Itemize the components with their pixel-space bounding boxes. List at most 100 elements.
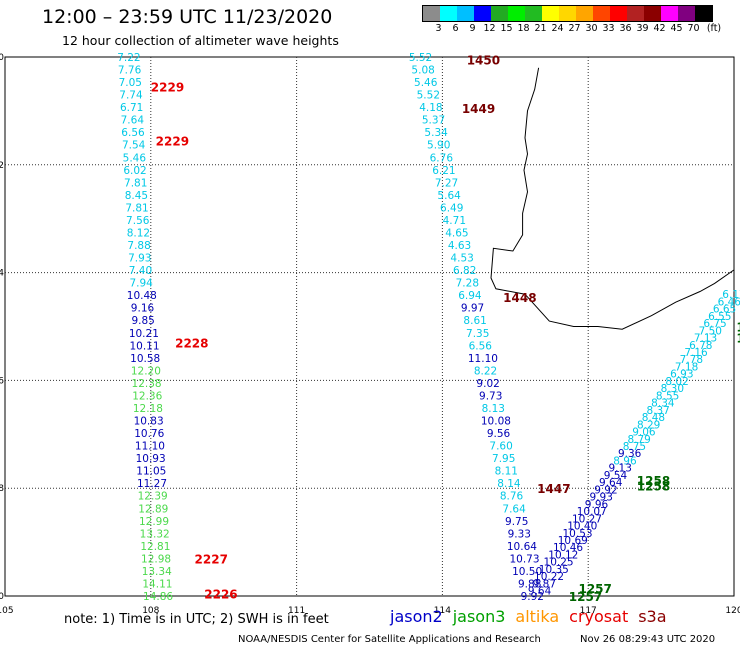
wave-height-value: 9.64 (599, 477, 623, 489)
wave-height-value: 6.71 (120, 102, 143, 114)
wave-height-value: 7.81 (124, 177, 147, 189)
colorbar-swatch (525, 6, 542, 21)
wave-height-value: 7.05 (119, 77, 142, 89)
wave-height-value: 5.52 (417, 90, 440, 102)
wave-height-value: 8.75 (623, 441, 646, 453)
lat-tick-label: -32 (0, 161, 4, 171)
wave-height-value: 12.20 (131, 365, 161, 377)
wave-height-value: 9.16 (131, 303, 155, 315)
wave-height-value: 7.60 (489, 441, 512, 453)
wave-height-value: 9.56 (487, 428, 511, 440)
wave-height-value: 7.95 (492, 453, 515, 465)
colorbar-swatch (610, 6, 627, 21)
pass-time-label: 1258 (637, 474, 670, 488)
wave-height-value: 10.40 (567, 521, 597, 533)
colorbar-label: 39 (636, 23, 649, 34)
colorbar-label: 6 (452, 23, 459, 34)
wave-height-value: 9.02 (476, 378, 499, 390)
colorbar-swatch (695, 6, 712, 21)
lat-tick-label: -34 (0, 269, 4, 279)
wave-height-value: 9.97 (461, 303, 484, 315)
wave-height-value: 7.13 (694, 333, 717, 345)
colorbar-label: 30 (585, 23, 598, 34)
colorbar-swatch (559, 6, 576, 21)
wave-height-value: 10.83 (134, 416, 164, 428)
wave-height-value: 4.63 (448, 240, 471, 252)
wave-height-value: 5.46 (414, 77, 438, 89)
wave-height-value: 10.07 (577, 506, 607, 518)
wave-height-value: 10.21 (129, 328, 159, 340)
wave-height-value: 4.65 (445, 227, 468, 239)
wave-height-value: 6.17 (722, 289, 740, 301)
wave-height-value: 10.27 (572, 513, 602, 525)
wave-height-value: 9.85 (131, 315, 154, 327)
wave-height-value: 5.64 (437, 190, 461, 202)
colorbar-swatch (457, 6, 474, 21)
map-border (4, 56, 735, 597)
wave-height-value: 8.37 (646, 405, 669, 417)
wave-height-value: 10.46 (553, 542, 583, 554)
colorbar-swatch (678, 6, 695, 21)
wave-height-value: 11.10 (135, 441, 165, 453)
pass-time-label: 1450 (467, 54, 500, 68)
wave-height-value: 10.69 (558, 535, 588, 547)
pass-time-label: 2226 (204, 587, 237, 601)
lat-tick-label: -38 (0, 484, 4, 494)
colorbar-swatch (644, 6, 661, 21)
lon-tick-label: 114 (434, 606, 451, 616)
wave-height-value: 8.45 (125, 190, 148, 202)
colorbar-swatch (593, 6, 610, 21)
colorbar-label: 21 (534, 23, 547, 34)
colorbar-label: 9 (469, 23, 476, 34)
colorbar-swatch (440, 6, 457, 21)
wave-height-value: 13.32 (140, 528, 170, 540)
wave-height-value: 10.93 (136, 453, 166, 465)
wave-height-value: 6.49 (440, 202, 463, 214)
coastline-path (490, 67, 735, 330)
satellite-legend: jason2 jason3 altika cryosat s3a (390, 607, 677, 626)
wave-height-value: 8.79 (627, 434, 650, 446)
pass-time-label: 125 (736, 331, 740, 345)
satellite-track: 5.525.085.465.524.185.375.345.906.766.21… (409, 52, 544, 603)
wave-height-value: 7.22 (117, 52, 140, 64)
wave-height-value: 6.02 (123, 165, 146, 177)
pass-time-label: 2229 (156, 135, 189, 149)
pass-time-label: 1449 (462, 102, 495, 116)
wave-height-value: 9.54 (604, 470, 628, 482)
pass-time-label: 125 (736, 321, 740, 335)
wave-height-value: 7.40 (129, 265, 152, 277)
wave-height-value: 8.02 (665, 376, 688, 388)
wave-height-value: 7.88 (127, 240, 150, 252)
colorbar-swatch (423, 6, 440, 21)
wave-height-value: 9.92 (594, 484, 617, 496)
wave-height-value: 9.73 (479, 390, 502, 402)
colorbar-label: 12 (483, 23, 496, 34)
colorbar-label: 45 (670, 23, 683, 34)
wave-height-value: 5.37 (422, 115, 445, 127)
wave-height-value: 8.29 (637, 419, 660, 431)
wave-height-value: 7.74 (119, 90, 143, 102)
colorbar-swatch (661, 6, 678, 21)
wave-height-value: 7.93 (128, 253, 151, 265)
colorbar-label: 42 (653, 23, 666, 34)
wave-height-value: 6.46 (718, 296, 740, 308)
colorbar-label: 15 (500, 23, 513, 34)
wave-height-value: 7.81 (125, 202, 148, 214)
colorbar-swatch (576, 6, 593, 21)
lat-tick-label: -36 (0, 376, 4, 386)
colorbar-label: 70 (687, 23, 700, 34)
wave-height-value: 12.18 (133, 403, 163, 415)
wave-height-value: 7.54 (122, 140, 146, 152)
lon-tick-label: 111 (288, 606, 305, 616)
wave-height-value: 6.65 (713, 304, 736, 316)
colorbar-label: 24 (551, 23, 564, 34)
satellite-tracks: 7.227.767.057.746.717.646.567.545.466.02… (117, 52, 740, 603)
wave-height-value: 8.55 (656, 390, 679, 402)
pass-time-label: 2229 (151, 81, 184, 95)
time-labels: 2229222922282227222614501449144814471258… (151, 54, 740, 604)
wave-height-value: 11.10 (468, 353, 498, 365)
wave-height-value: 8.76 (500, 491, 524, 503)
wave-height-value: 10.12 (548, 549, 578, 561)
wave-height-value: 6.78 (689, 340, 712, 352)
wave-height-value: 5.46 (123, 152, 147, 164)
